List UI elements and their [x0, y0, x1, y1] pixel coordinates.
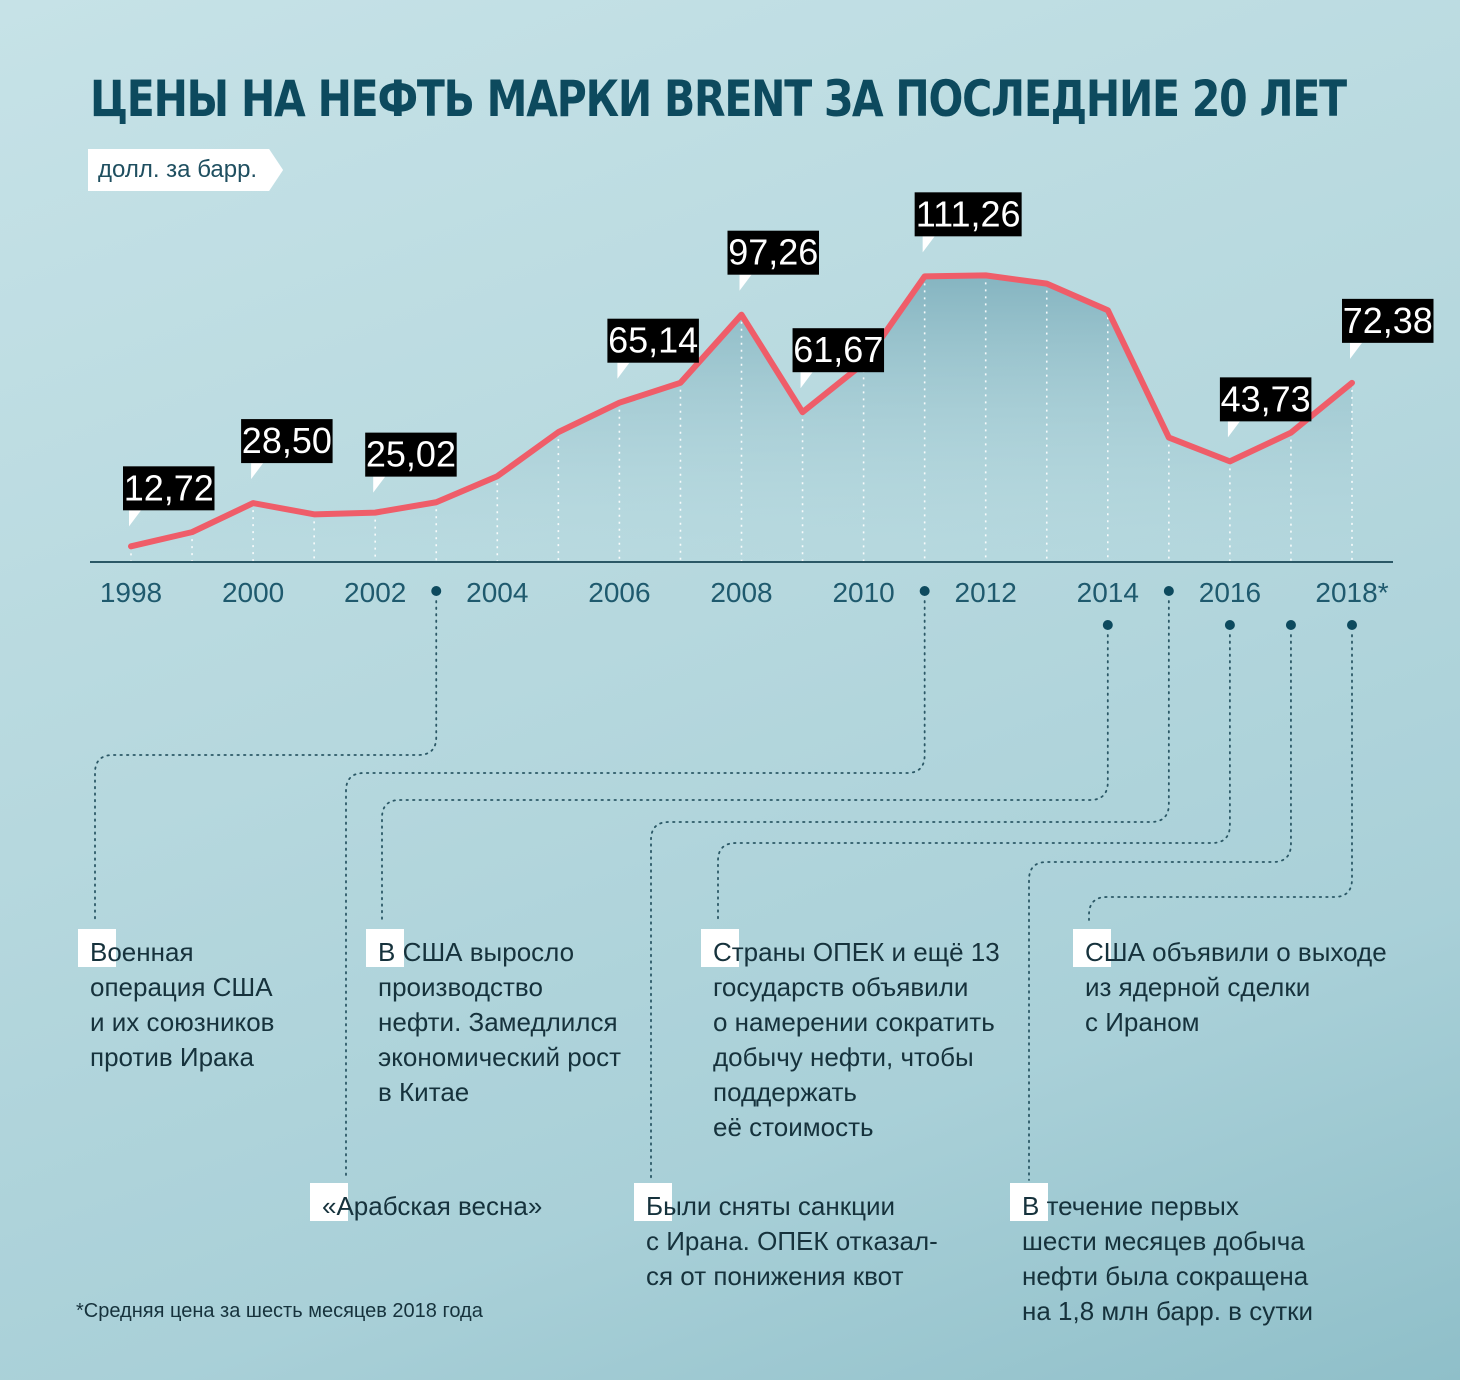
value-label-pointer	[129, 510, 141, 527]
value-label-text: 12,72	[124, 467, 214, 508]
value-label-box	[914, 192, 1022, 237]
value-label-pointer	[617, 362, 630, 379]
event-marker-2015	[1163, 586, 1174, 596]
annotation-usa-production-text: В США выросло производство нефти. Замедл…	[378, 937, 622, 1107]
x-tick-label: 2018*	[1315, 577, 1388, 608]
leader-line-2017	[1028, 634, 1292, 1181]
x-tick-label: 2006	[588, 577, 650, 608]
value-label-2011: 111,26	[914, 192, 1022, 253]
value-label-box	[241, 419, 333, 464]
x-tick-label: 2014	[1077, 577, 1139, 608]
event-marker-2003	[431, 586, 442, 596]
leader-line-2015	[650, 600, 1170, 1181]
annotation-iraq-text: Военная операция США и их союзников прот…	[90, 937, 275, 1072]
value-label-text: 72,38	[1343, 300, 1433, 341]
unit-label: долл. за барр.	[88, 149, 283, 191]
leader-line-2003	[94, 600, 438, 921]
value-label-2006: 65,14	[607, 318, 699, 379]
value-label-box	[365, 432, 457, 477]
value-label-text: 28,50	[242, 420, 332, 461]
event-marker-2011	[919, 586, 930, 596]
leader-line-2016	[717, 634, 1231, 921]
value-label-box	[1342, 298, 1434, 343]
leader-line-2018	[1088, 634, 1353, 921]
annotation-production-cut-text: В течение первых шести месяцев добыча не…	[1022, 1191, 1314, 1326]
event-marker-2014	[1102, 620, 1113, 630]
footnote: *Средняя цена за шесть месяцев 2018 года	[76, 1300, 483, 1322]
annotation-iran-deal-text: США объявили о выходе из ядерной сделки …	[1085, 937, 1387, 1037]
x-tick-label: 2008	[710, 577, 772, 608]
value-label-box	[607, 318, 699, 363]
event-marker-2017	[1285, 620, 1296, 630]
value-label-text: 111,26	[916, 193, 1021, 234]
value-label-pointer	[739, 274, 752, 291]
value-label-pointer	[800, 372, 813, 389]
value-label-box	[727, 230, 819, 275]
x-tick-label: 2002	[344, 577, 406, 608]
value-label-2016: 43,73	[1219, 377, 1312, 438]
value-label-2008: 97,26	[727, 230, 819, 291]
value-label-1998: 12,72	[123, 466, 215, 527]
value-label-text: 61,67	[793, 329, 883, 370]
value-label-pointer	[251, 463, 264, 480]
event-marker-2016	[1224, 620, 1235, 630]
annotation-arab-spring-text: «Арабская весна»	[322, 1191, 543, 1221]
value-label-2002: 25,02	[365, 432, 457, 493]
leader-line-2014	[381, 634, 1109, 921]
leader-line-2011	[345, 600, 926, 1181]
annotation-iran-sanctions-text: Были сняты санкции с Ирана. ОПЕК отказал…	[646, 1191, 938, 1291]
value-label-text: 97,26	[728, 232, 818, 273]
x-tick-label: 1998	[100, 577, 162, 608]
value-label-2018: 72,38	[1342, 298, 1434, 359]
value-label-2009: 61,67	[792, 328, 885, 389]
value-label-box	[792, 328, 885, 373]
x-tick-label: 2016	[1199, 577, 1261, 608]
value-label-box	[123, 466, 215, 511]
value-label-pointer	[1350, 342, 1362, 359]
value-label-pointer	[1227, 421, 1240, 438]
value-label-pointer	[373, 476, 386, 493]
x-tick-label: 2004	[466, 577, 528, 608]
value-label-text: 25,02	[366, 434, 456, 475]
event-marker-2018	[1347, 620, 1357, 630]
value-label-2000: 28,50	[241, 419, 333, 480]
x-tick-label: 2010	[832, 577, 894, 608]
value-label-text: 43,73	[1221, 378, 1311, 419]
x-tick-label: 2012	[955, 577, 1017, 608]
chart-title: ЦЕНЫ НА НЕФТЬ МАРКИ BRENT ЗА ПОСЛЕДНИЕ 2…	[90, 70, 1347, 128]
x-tick-label: 2000	[222, 577, 284, 608]
value-label-box	[1219, 377, 1312, 422]
annotation-opec-cut-text: Страны ОПЕК и ещё 13 государств объявили…	[713, 937, 1000, 1142]
value-label-text: 65,14	[608, 320, 698, 361]
value-label-pointer	[922, 236, 935, 253]
price-line	[128, 272, 1355, 550]
